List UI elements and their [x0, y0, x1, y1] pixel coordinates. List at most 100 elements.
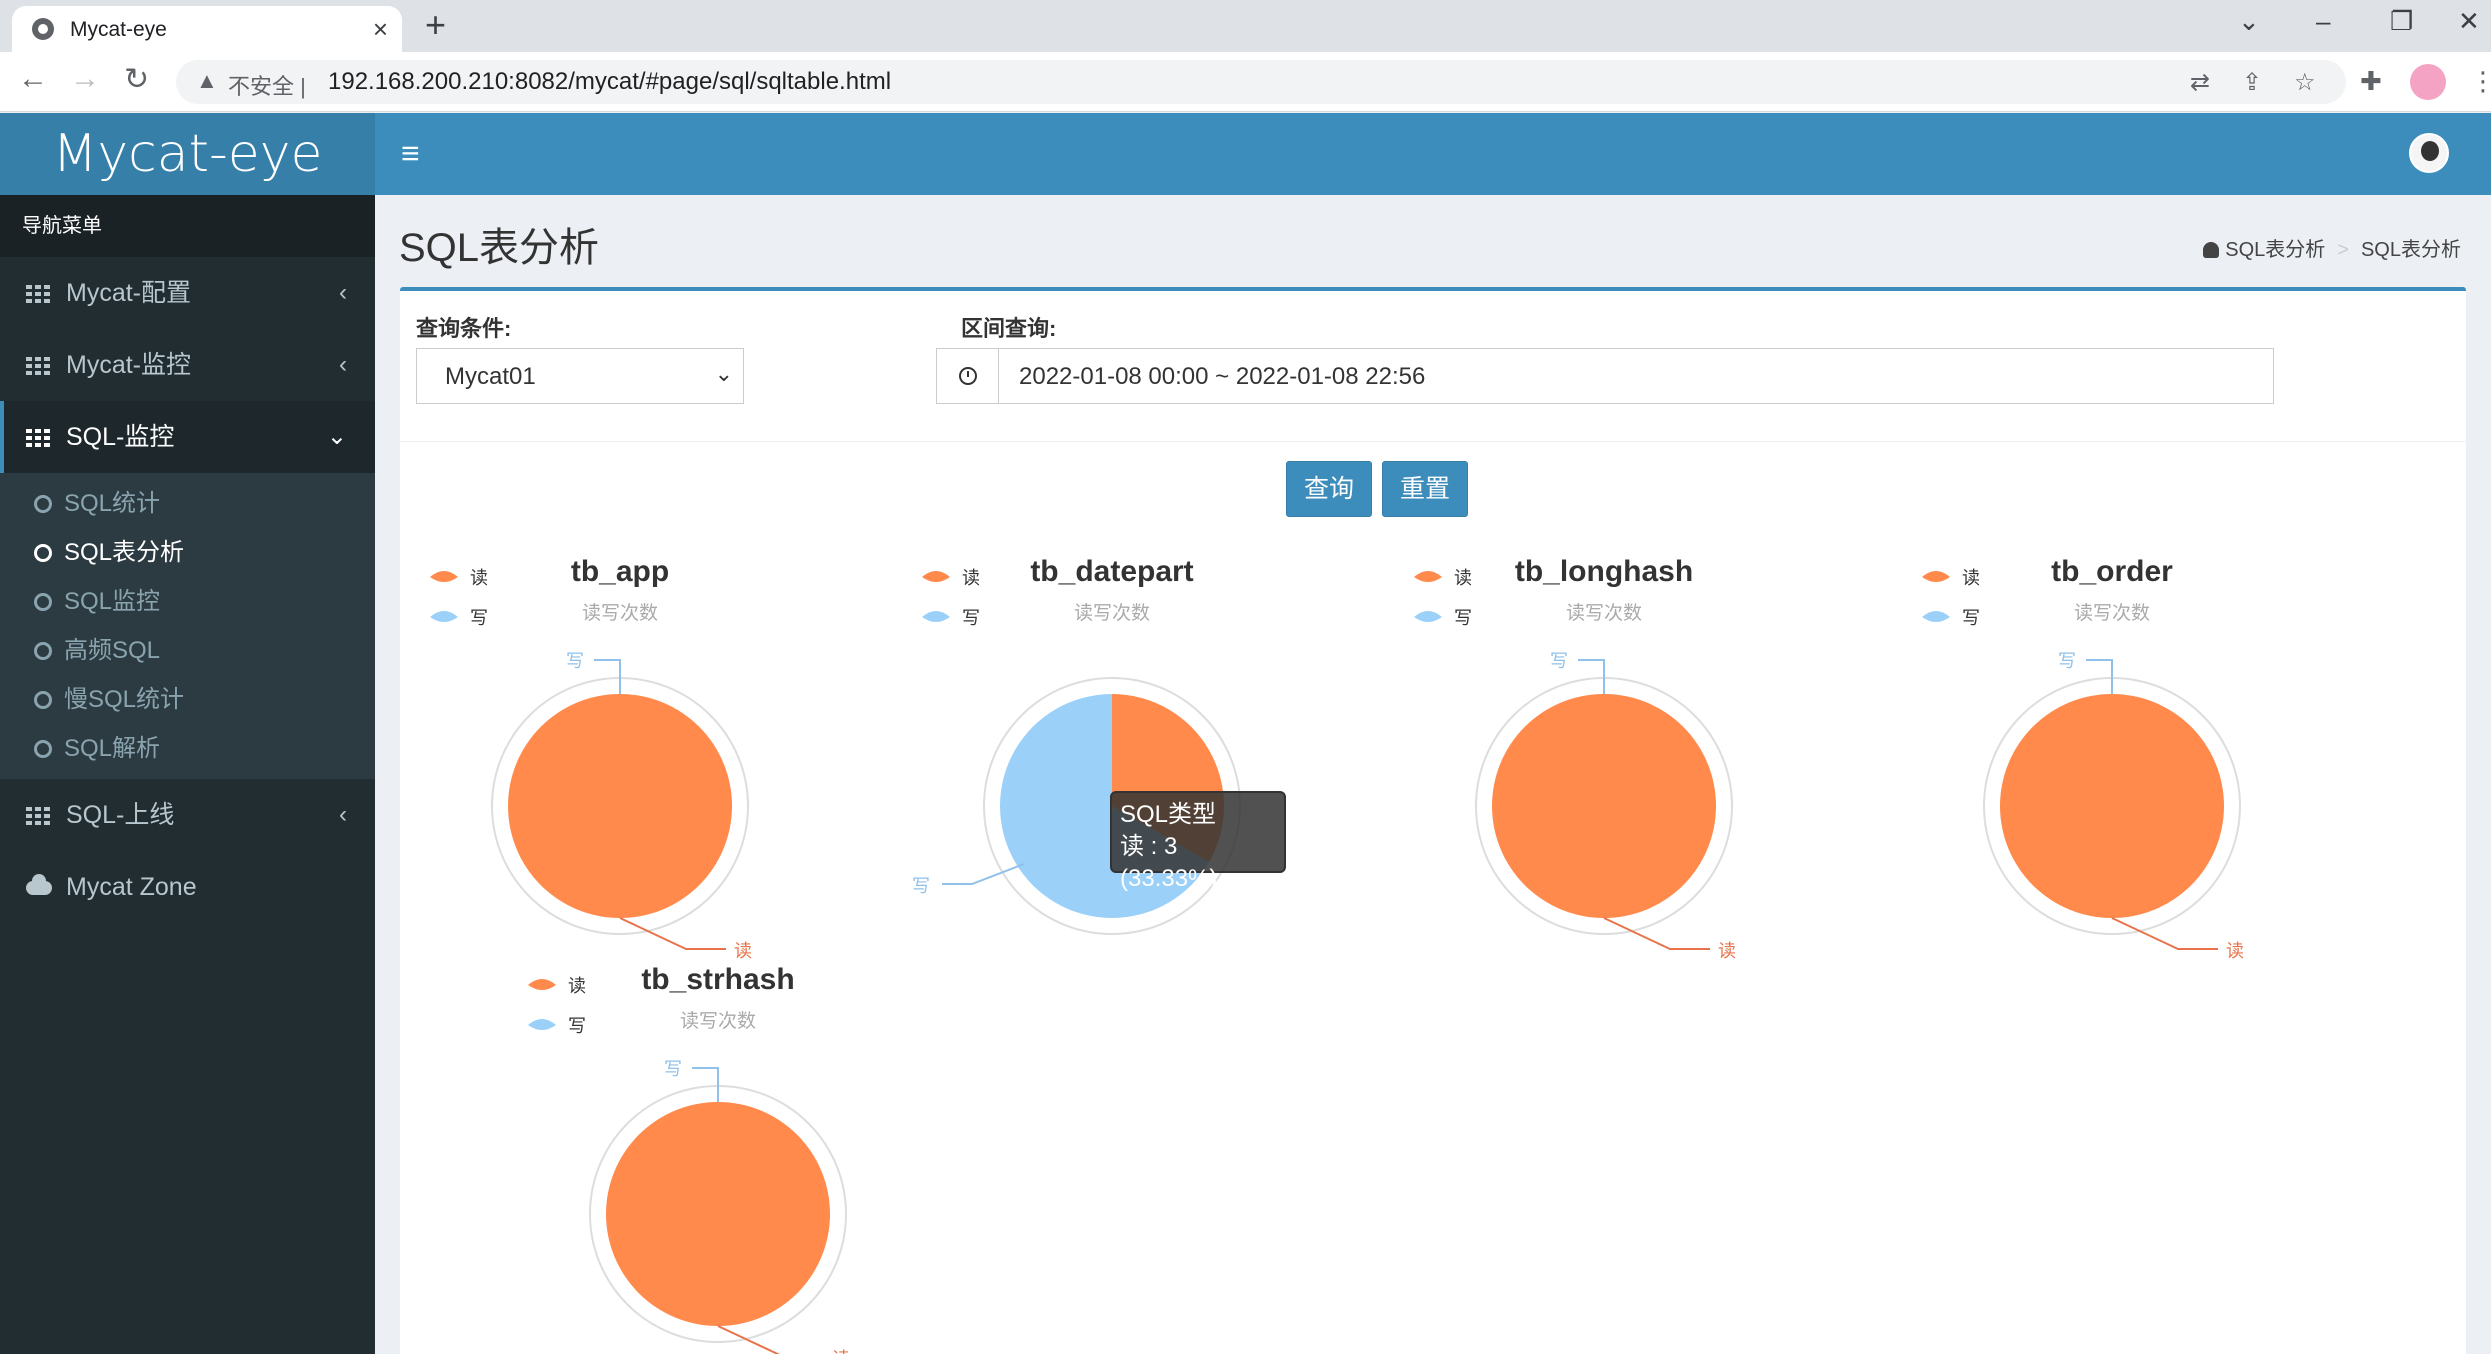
chart-tooltip: SQL类型 读 : 3 (33.33%): [1110, 791, 1286, 892]
new-tab-button[interactable]: +: [425, 4, 447, 45]
legend-label: 读: [568, 976, 586, 996]
legend-label: 写: [568, 1016, 586, 1036]
sidebar-subitem-label: SQL统计: [64, 490, 161, 517]
user-avatar[interactable]: [2409, 133, 2449, 173]
forward-icon[interactable]: →: [70, 62, 100, 95]
cloud-icon: [26, 874, 52, 895]
profile-avatar[interactable]: [2410, 64, 2446, 100]
breadcrumb-item[interactable]: SQL表分析: [2225, 239, 2326, 261]
chart-subtitle: 读写次数: [1074, 602, 1150, 624]
range-label: 区间查询:: [961, 316, 1057, 341]
pie-slice-read[interactable]: [2000, 694, 2224, 918]
clock-addon: [937, 349, 999, 403]
browser-tab[interactable]: Mycat-eye ×: [12, 6, 402, 52]
sidebar-item-mycat-config[interactable]: Mycat-配置 ‹: [0, 257, 375, 329]
pie-slice-read[interactable]: [508, 694, 732, 918]
chevron-down-icon: ⌄: [326, 423, 347, 450]
slice-label-write: 写: [566, 651, 584, 671]
legend-label: 读: [962, 568, 980, 588]
label-leader-line: [2111, 917, 2218, 950]
page-title: SQL表分析: [399, 226, 600, 270]
circle-icon: [34, 740, 52, 758]
label-leader-line: [717, 1325, 780, 1354]
grid-icon: [26, 357, 50, 375]
legend-marker[interactable]: [430, 611, 458, 622]
url-text[interactable]: 192.168.200.210:8082/mycat/#page/sql/sql…: [328, 68, 892, 95]
sidebar-item-sql-online[interactable]: SQL-上线 ‹: [0, 779, 375, 851]
sidebar-item-mycat-monitor[interactable]: Mycat-监控 ‹: [0, 329, 375, 401]
extensions-icon[interactable]: ✚: [2360, 66, 2382, 96]
breadcrumb-separator: >: [2337, 239, 2349, 261]
condition-select[interactable]: Mycat01 ⌄: [416, 348, 744, 404]
sidebar-subitem-sql-monitor[interactable]: SQL监控: [0, 577, 375, 626]
chart-title: tb_strhash: [641, 963, 794, 996]
grid-icon: [26, 429, 50, 447]
sidebar-subitem-frequent-sql[interactable]: 高频SQL: [0, 626, 375, 675]
sidebar-submenu: SQL统计 SQL表分析 SQL监控 高频SQL 慢SQL统计 SQL解析: [0, 473, 375, 779]
label-leader-line: [594, 659, 621, 694]
reset-button[interactable]: 重置: [1382, 461, 1468, 517]
legend-marker[interactable]: [1922, 571, 1950, 582]
grid-icon: [26, 807, 50, 825]
more-menu-icon[interactable]: ⋮: [2470, 66, 2491, 96]
condition-label: 查询条件:: [416, 316, 512, 341]
legend-marker[interactable]: [1922, 611, 1950, 622]
sidebar-item-label: SQL-上线: [66, 801, 175, 829]
translate-icon[interactable]: ⇄: [2190, 69, 2211, 96]
legend-marker[interactable]: [1414, 611, 1442, 622]
legend-label: 读: [1454, 568, 1472, 588]
legend-marker[interactable]: [922, 571, 950, 582]
sidebar-subitem-sql-parse[interactable]: SQL解析: [0, 724, 375, 773]
chart-title: tb_order: [2051, 555, 2173, 588]
app-logo[interactable]: Mycat-eye: [0, 113, 375, 195]
tooltip-title: SQL类型: [1120, 801, 1217, 828]
date-range-value[interactable]: 2022-01-08 00:00 ~ 2022-01-08 22:56: [1019, 363, 1426, 390]
warning-icon[interactable]: ▲: [196, 68, 218, 93]
reload-icon[interactable]: ↻: [124, 63, 150, 96]
circle-icon: [34, 691, 52, 709]
window-close-icon[interactable]: ✕: [2458, 6, 2480, 36]
sidebar-item-label: Mycat-监控: [66, 351, 192, 379]
sidebar-item-label: SQL-监控: [66, 423, 175, 451]
slice-label-write: 写: [2058, 651, 2076, 671]
share-icon[interactable]: ⇪: [2242, 69, 2263, 96]
sidebar-subitem-slow-sql[interactable]: 慢SQL统计: [0, 675, 375, 724]
pie-charts-area: 读写tb_app读写次数写读读写tb_datepart读写次数写读写tb_lon…: [430, 555, 2244, 1354]
legend-label: 写: [470, 608, 488, 628]
tab-search-icon[interactable]: ⌄: [2238, 6, 2260, 36]
legend-marker[interactable]: [922, 611, 950, 622]
query-button[interactable]: 查询: [1286, 461, 1372, 517]
circle-icon: [34, 593, 52, 611]
pie-slice-read[interactable]: [1492, 694, 1716, 918]
clock-icon: [959, 367, 977, 385]
back-icon[interactable]: ←: [18, 62, 48, 95]
circle-icon: [34, 495, 52, 513]
pie-slice-read[interactable]: [606, 1102, 830, 1326]
insecure-label: 不安全 |: [228, 74, 306, 99]
chevron-left-icon: ‹: [339, 351, 347, 378]
sidebar-item-label: Mycat-配置: [66, 279, 192, 307]
legend-marker[interactable]: [1414, 571, 1442, 582]
sidebar-item-mycat-zone[interactable]: Mycat Zone: [0, 851, 375, 923]
label-leader-line: [692, 1067, 719, 1102]
sidebar-subitem-sql-stats[interactable]: SQL统计: [0, 479, 375, 528]
restore-icon[interactable]: ❐: [2390, 6, 2414, 36]
close-tab-icon[interactable]: ×: [372, 14, 388, 44]
legend-label: 写: [1962, 608, 1980, 628]
date-range-input[interactable]: 2022-01-08 00:00 ~ 2022-01-08 22:56: [936, 348, 2274, 404]
label-leader-line: [942, 863, 1025, 885]
address-bar[interactable]: ▲ 不安全 | 192.168.200.210:8082/mycat/#page…: [176, 60, 2346, 104]
sidebar-toggle-icon[interactable]: ≡: [401, 135, 420, 171]
legend-marker[interactable]: [528, 1019, 556, 1030]
legend-marker[interactable]: [528, 979, 556, 990]
label-leader-line: [1578, 659, 1605, 694]
breadcrumb: SQL表分析 > SQL表分析: [2203, 233, 2461, 262]
divider: [400, 441, 2466, 442]
minimize-icon[interactable]: –: [2316, 6, 2331, 36]
sidebar-subitem-sql-table-analysis[interactable]: SQL表分析: [0, 528, 375, 577]
legend-marker[interactable]: [430, 571, 458, 582]
sidebar-item-sql-monitor[interactable]: SQL-监控 ⌄: [0, 401, 375, 473]
filter-and-charts-box: 查询条件: Mycat01 ⌄ 区间查询: 2022-01-08 00:00 ~…: [400, 287, 2466, 1354]
bookmark-star-icon[interactable]: ☆: [2294, 69, 2316, 96]
condition-selected-value: Mycat01: [445, 363, 536, 390]
